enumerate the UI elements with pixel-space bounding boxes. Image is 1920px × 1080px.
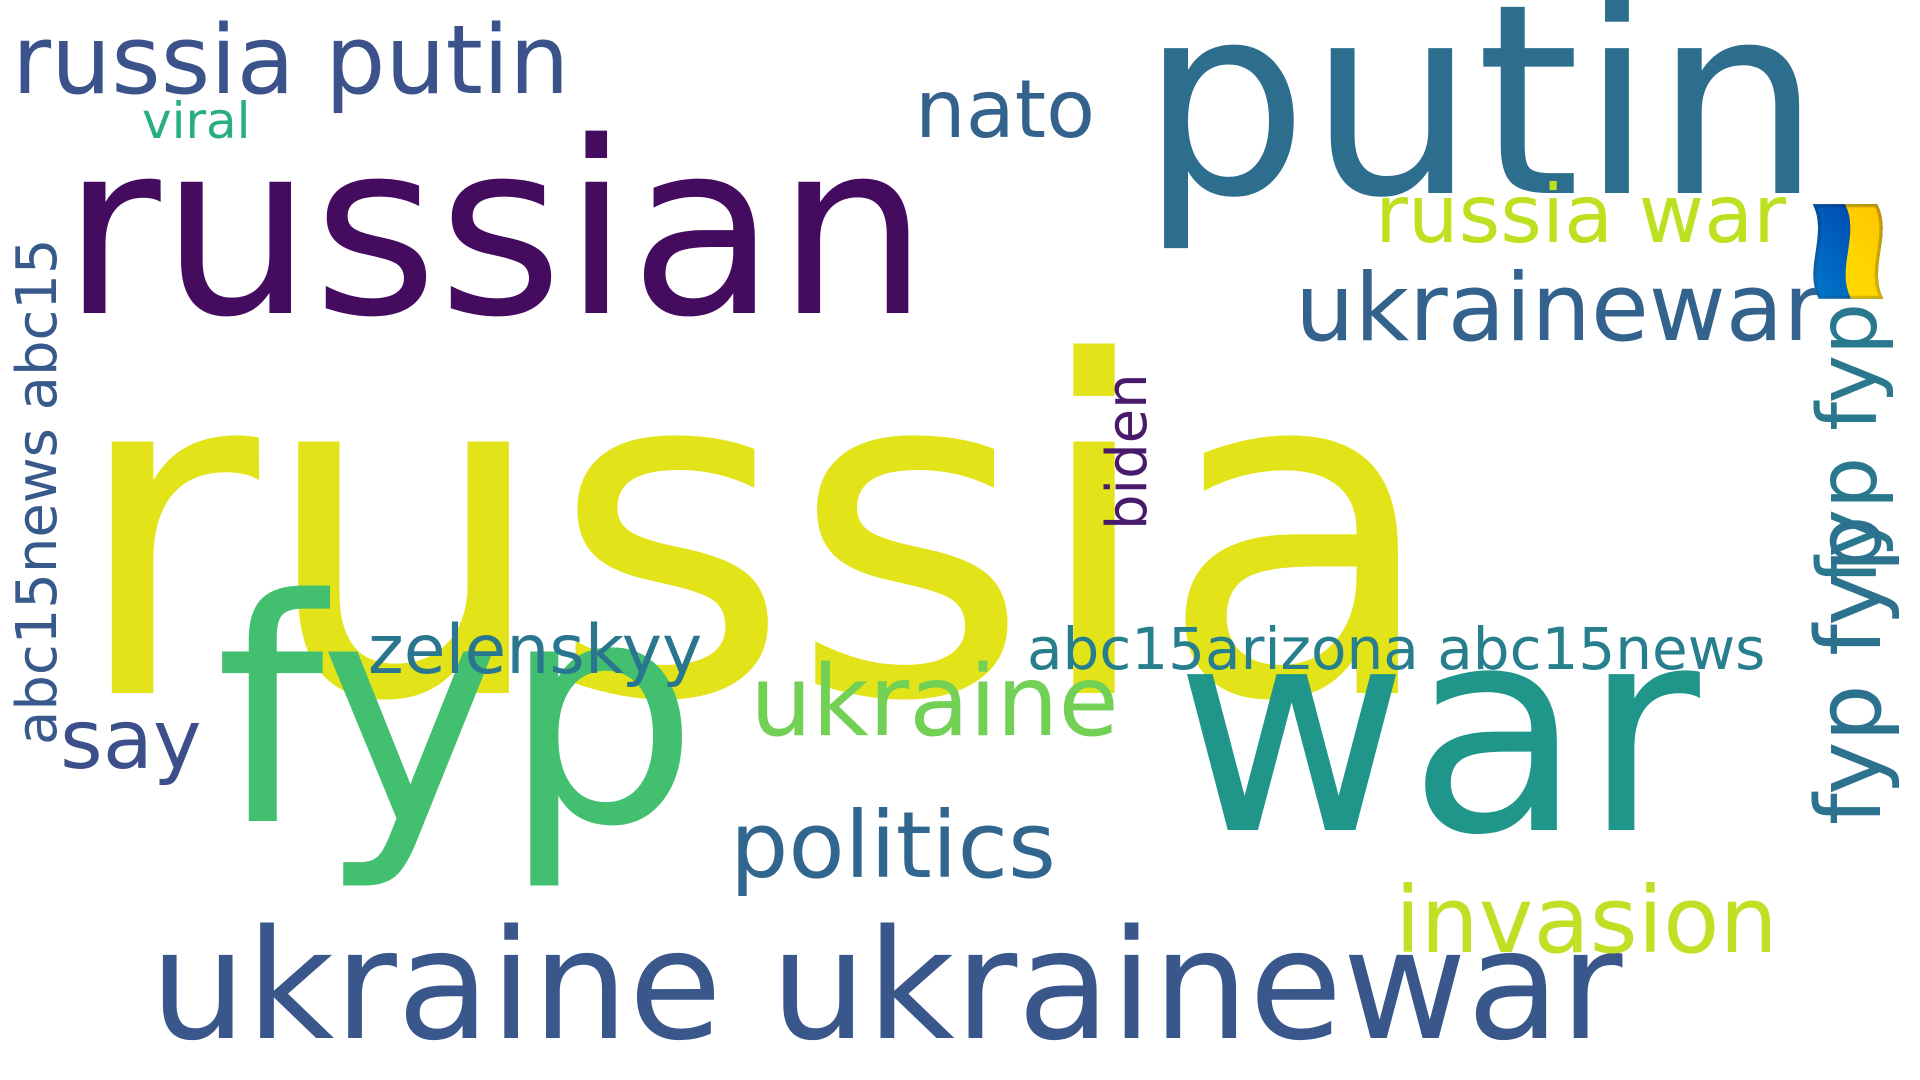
- word-ukrainewar: ukrainewar: [1295, 254, 1822, 363]
- word-russia-war: russia war: [1375, 168, 1786, 261]
- word-say: say: [60, 693, 202, 788]
- word-biden: biden: [1095, 373, 1160, 530]
- word-invasion: invasion: [1395, 867, 1778, 974]
- word-abc15arizona-abc15news: abc15arizona abc15news: [1027, 615, 1766, 683]
- word-fyp-fyp: fyp fyp: [1797, 515, 1902, 825]
- word-politics: politics: [730, 792, 1056, 899]
- word-fyp: fyp: [215, 534, 699, 895]
- word-zelenskyy: zelenskyy: [368, 611, 703, 690]
- word-putin: putin: [1140, 0, 1822, 256]
- word-abc15news-abc15: abc15news abc15: [5, 238, 70, 745]
- word-russia-putin: russia putin: [12, 6, 570, 116]
- word-nato: nato: [915, 63, 1096, 156]
- word-ukraine-ukrainewar: ukraine ukrainewar: [150, 897, 1623, 1074]
- word-viral: viral: [142, 92, 251, 150]
- word-russia: russia: [70, 267, 1440, 802]
- word-ukraine: ukraine: [750, 645, 1119, 759]
- word-war: war: [1175, 566, 1700, 898]
- word-russian: russian: [62, 90, 929, 370]
